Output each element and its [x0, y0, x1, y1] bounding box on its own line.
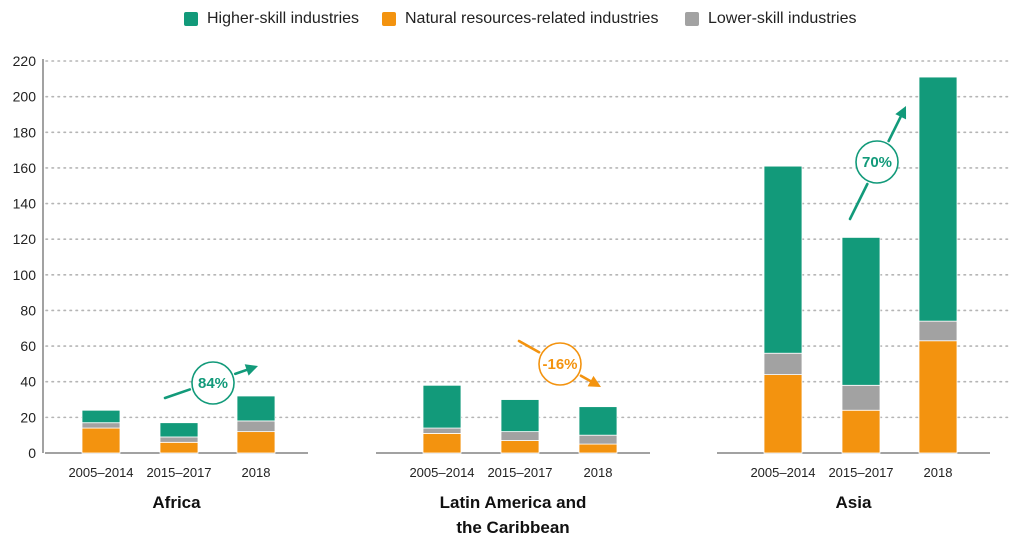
y-tick-label: 140 — [13, 196, 37, 212]
legend-swatch-lower-skill — [685, 12, 699, 26]
bar-segment — [841, 409, 881, 454]
change-arrowhead-icon — [587, 375, 601, 387]
group-label: Asia — [836, 493, 872, 512]
bar-segment — [918, 76, 958, 322]
bar-segment — [422, 427, 462, 434]
bar-segment — [236, 431, 276, 454]
change-arrow-line — [163, 388, 192, 400]
y-tick-label: 40 — [20, 374, 36, 390]
bar-segment — [578, 434, 618, 445]
bar-segment — [763, 165, 803, 354]
x-tick-label: 2018 — [584, 465, 613, 480]
group-label: the Caribbean — [456, 518, 569, 537]
bar-segment — [763, 352, 803, 376]
change-circle — [191, 361, 235, 405]
change-arrow-line — [517, 339, 541, 354]
x-tick-label: 2005–2014 — [750, 465, 815, 480]
legend-item-lower-skill: Lower-skill industries — [685, 10, 857, 28]
bar-segment — [841, 237, 881, 386]
bar-segment — [500, 399, 540, 433]
x-tick-label: 2005–2014 — [68, 465, 133, 480]
legend-label-natural-resources: Natural resources-related industries — [405, 10, 659, 27]
y-tick-label: 60 — [20, 338, 36, 354]
change-arrow-line — [848, 182, 869, 221]
bar-segment — [236, 395, 276, 422]
legend-item-higher-skill: Higher-skill industries — [184, 10, 359, 28]
legend-swatch-higher-skill — [184, 12, 198, 26]
bar-segment — [81, 422, 121, 429]
y-tick-label: 100 — [13, 267, 37, 283]
legend-swatch-natural-resources — [382, 12, 396, 26]
bar-segment — [578, 443, 618, 454]
bar-segment — [159, 436, 199, 443]
group-label: Latin America and — [440, 493, 587, 512]
bar-segment — [918, 340, 958, 454]
y-tick-label: 200 — [13, 89, 37, 105]
bar-segment — [841, 384, 881, 411]
bar-segment — [578, 406, 618, 436]
x-tick-label: 2018 — [924, 465, 953, 480]
y-tick-label: 180 — [13, 124, 37, 140]
change-label: 70% — [862, 154, 892, 171]
x-tick-label: 2018 — [242, 465, 271, 480]
bar-segment — [81, 409, 121, 424]
change-label: 84% — [198, 375, 228, 392]
change-circle — [538, 342, 582, 386]
y-tick-label: 80 — [20, 302, 36, 318]
chart-legend: Higher-skill industries Natural resource… — [0, 10, 1016, 34]
change-circle — [855, 140, 899, 184]
y-tick-label: 120 — [13, 231, 37, 247]
change-arrowhead-icon — [244, 364, 258, 376]
bar-segment — [236, 420, 276, 433]
x-tick-label: 2015–2017 — [146, 465, 211, 480]
bar-segment — [500, 440, 540, 454]
change-label: -16% — [542, 356, 577, 373]
y-tick-label: 160 — [13, 160, 37, 176]
y-tick-label: 220 — [13, 53, 37, 69]
x-tick-label: 2015–2017 — [487, 465, 552, 480]
y-tick-label: 20 — [20, 409, 36, 425]
legend-label-higher-skill: Higher-skill industries — [207, 10, 360, 27]
change-arrowhead-icon — [895, 106, 907, 120]
legend-item-natural-resources: Natural resources-related industries — [382, 10, 658, 28]
bar-segment — [918, 320, 958, 342]
change-arrow-line — [887, 112, 904, 143]
bar-segment — [159, 441, 199, 454]
bar-segment — [763, 374, 803, 454]
bar-segment — [422, 384, 462, 429]
x-tick-label: 2005–2014 — [409, 465, 474, 480]
bar-segment — [500, 431, 540, 441]
bar-segment — [81, 427, 121, 454]
bar-segment — [159, 422, 199, 438]
group-label: Africa — [152, 493, 201, 512]
legend-label-lower-skill: Lower-skill industries — [708, 10, 857, 27]
y-tick-label: 0 — [28, 445, 36, 461]
x-tick-label: 2015–2017 — [828, 465, 893, 480]
bar-segment — [422, 433, 462, 454]
